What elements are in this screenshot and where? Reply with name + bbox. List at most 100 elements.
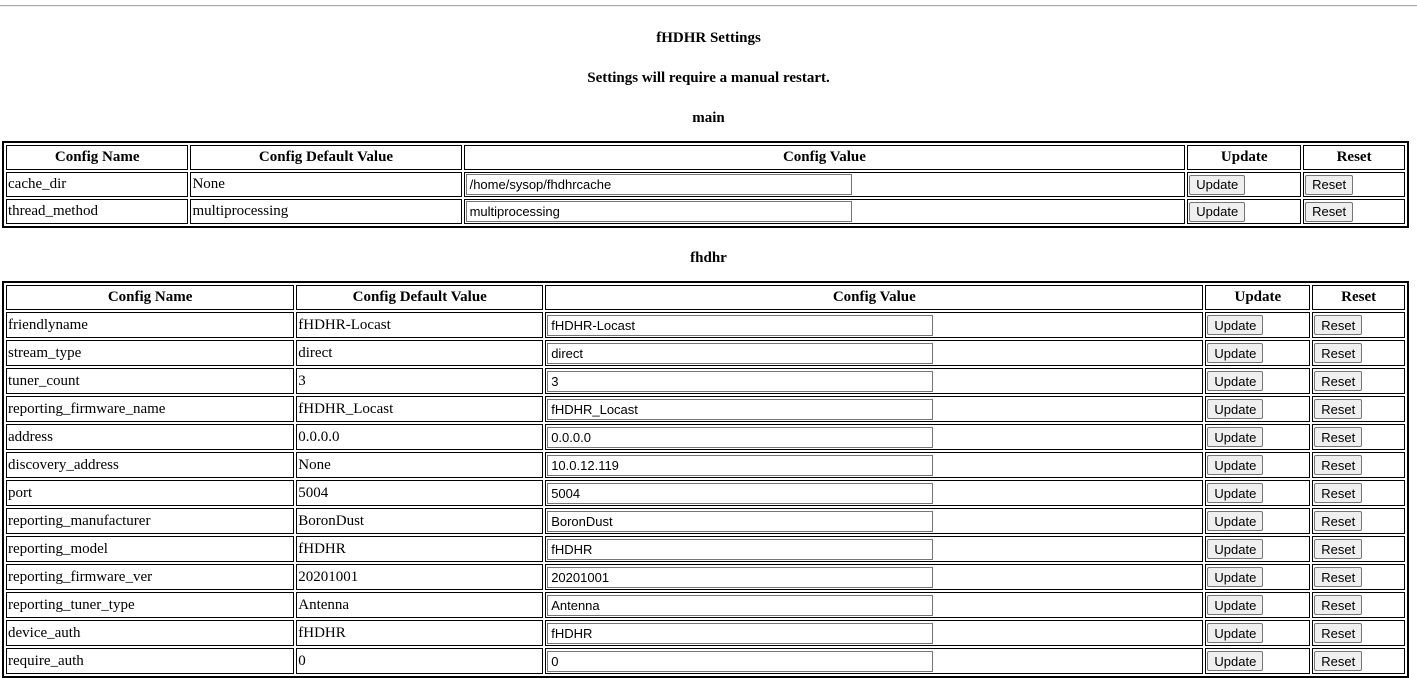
config-name: cache_dir (6, 172, 189, 197)
col-config-name: Config Name (6, 285, 295, 310)
page-title: fHDHR Settings (656, 30, 761, 46)
table-row: tuner_count 3 3 Update Reset (6, 368, 1405, 394)
reset-cell: Reset (1312, 396, 1405, 422)
reset-cell: Reset (1312, 648, 1405, 674)
update-button[interactable]: Update (1207, 651, 1264, 671)
config-name: reporting_firmware_ver (6, 564, 295, 590)
reset-cell: Reset (1312, 564, 1405, 590)
update-button[interactable]: Update (1207, 371, 1264, 391)
update-button[interactable]: Update (1189, 201, 1246, 222)
update-cell: Update (1205, 508, 1311, 534)
config-value-input[interactable]: 5004 (547, 482, 934, 504)
col-update: Update (1205, 285, 1311, 310)
config-name: reporting_model (6, 536, 295, 562)
update-button[interactable]: Update (1207, 511, 1264, 531)
col-reset: Reset (1303, 145, 1405, 170)
reset-button[interactable]: Reset (1314, 315, 1363, 335)
table-row: reporting_model fHDHR fHDHR Update Reset (6, 536, 1405, 562)
main-settings-table: Config Name Config Default Value Config … (2, 141, 1409, 228)
reset-button[interactable]: Reset (1305, 201, 1354, 222)
update-button[interactable]: Update (1207, 483, 1264, 503)
config-value-input[interactable]: Antenna (547, 594, 934, 616)
config-value-input[interactable]: 0 (547, 650, 934, 672)
update-cell: Update (1205, 536, 1311, 562)
update-button[interactable]: Update (1207, 343, 1264, 363)
update-cell: Update (1205, 368, 1311, 394)
config-name: stream_type (6, 340, 295, 366)
reset-cell: Reset (1312, 368, 1405, 394)
config-name: reporting_manufacturer (6, 508, 295, 534)
config-default-value: Antenna (296, 592, 544, 618)
reset-button[interactable]: Reset (1314, 595, 1363, 615)
col-config-name: Config Name (6, 145, 189, 170)
reset-button[interactable]: Reset (1314, 567, 1363, 587)
config-default-value: fHDHR (296, 536, 544, 562)
update-cell: Update (1205, 340, 1311, 366)
config-value-cell: 10.0.12.119 (545, 452, 1204, 478)
reset-cell: Reset (1312, 620, 1405, 646)
config-value-cell: fHDHR (545, 620, 1204, 646)
config-name: address (6, 424, 295, 450)
reset-button[interactable]: Reset (1314, 371, 1363, 391)
update-cell: Update (1187, 172, 1302, 197)
update-button[interactable]: Update (1207, 315, 1264, 335)
reset-button[interactable]: Reset (1314, 399, 1363, 419)
config-name: thread_method (6, 199, 189, 224)
config-value-cell: direct (545, 340, 1204, 366)
update-cell: Update (1187, 199, 1302, 224)
table-row: friendlyname fHDHR-Locast fHDHR-Locast U… (6, 312, 1405, 338)
update-button[interactable]: Update (1207, 567, 1264, 587)
config-value-input[interactable]: 0.0.0.0 (547, 426, 934, 448)
config-value-cell: fHDHR (545, 536, 1204, 562)
config-value-input[interactable]: /home/sysop/fhdhrcache (465, 174, 852, 195)
reset-cell: Reset (1303, 199, 1405, 224)
table-row: reporting_tuner_type Antenna Antenna Upd… (6, 592, 1405, 618)
config-value-cell: 20201001 (545, 564, 1204, 590)
reset-cell: Reset (1303, 172, 1405, 197)
config-default-value: 3 (296, 368, 544, 394)
reset-button[interactable]: Reset (1314, 511, 1363, 531)
col-config-default: Config Default Value (190, 145, 462, 170)
config-value-cell: 0 (545, 648, 1204, 674)
reset-button[interactable]: Reset (1314, 343, 1363, 363)
table-row: reporting_firmware_ver 20201001 20201001… (6, 564, 1405, 590)
config-value-input[interactable]: fHDHR (547, 622, 934, 644)
reset-button[interactable]: Reset (1314, 539, 1363, 559)
config-value-cell: BoronDust (545, 508, 1204, 534)
table-row: cache_dir None /home/sysop/fhdhrcache Up… (6, 172, 1405, 197)
reset-cell: Reset (1312, 340, 1405, 366)
config-value-input[interactable]: fHDHR_Locast (547, 398, 934, 420)
config-default-value: BoronDust (296, 508, 544, 534)
config-value-input[interactable]: 3 (547, 370, 934, 392)
update-button[interactable]: Update (1207, 623, 1264, 643)
reset-button[interactable]: Reset (1314, 651, 1363, 671)
config-value-input[interactable]: BoronDust (547, 510, 934, 532)
update-button[interactable]: Update (1207, 455, 1264, 475)
config-value-input[interactable]: 10.0.12.119 (547, 454, 934, 476)
config-value-input[interactable]: fHDHR-Locast (547, 314, 934, 336)
update-cell: Update (1205, 396, 1311, 422)
reset-button[interactable]: Reset (1314, 623, 1363, 643)
update-button[interactable]: Update (1207, 399, 1264, 419)
reset-button[interactable]: Reset (1314, 455, 1363, 475)
config-value-input[interactable]: 20201001 (547, 566, 934, 588)
update-cell: Update (1205, 564, 1311, 590)
update-cell: Update (1205, 452, 1311, 478)
reset-cell: Reset (1312, 452, 1405, 478)
config-value-input[interactable]: multiprocessing (465, 201, 852, 222)
update-button[interactable]: Update (1207, 595, 1264, 615)
reset-button[interactable]: Reset (1305, 174, 1354, 195)
update-button[interactable]: Update (1207, 427, 1264, 447)
config-default-value: fHDHR (296, 620, 544, 646)
update-button[interactable]: Update (1207, 539, 1264, 559)
update-button[interactable]: Update (1189, 174, 1246, 195)
reset-button[interactable]: Reset (1314, 427, 1363, 447)
config-value-input[interactable]: fHDHR (547, 538, 934, 560)
col-reset: Reset (1312, 285, 1405, 310)
reset-cell: Reset (1312, 424, 1405, 450)
config-value-cell: /home/sysop/fhdhrcache (463, 172, 1186, 197)
config-value-input[interactable]: direct (547, 342, 934, 364)
table-row: thread_method multiprocessing multiproce… (6, 199, 1405, 224)
reset-button[interactable]: Reset (1314, 483, 1363, 503)
section-title-fhdhr: fhdhr (690, 250, 727, 266)
